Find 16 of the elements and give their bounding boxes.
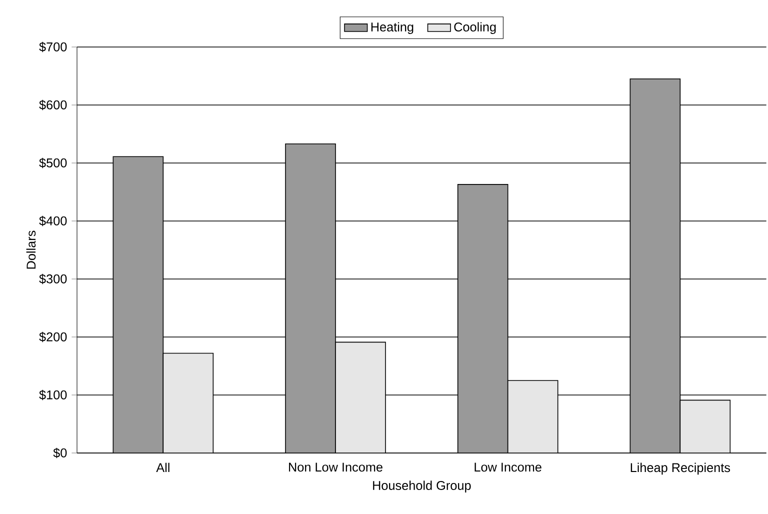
x-tick-label: All [156, 462, 170, 472]
y-tick-label: $0 [53, 448, 67, 458]
y-tick-label: $200 [39, 332, 67, 342]
x-tick-label: Non Low Income [289, 462, 382, 472]
y-tick-label: $500 [39, 158, 67, 168]
y-tick-label: $100 [39, 390, 67, 400]
y-tick-label: $700 [39, 42, 67, 52]
x-tick-label: Low Income [474, 462, 542, 472]
y-tick-label: $600 [39, 100, 67, 110]
y-axis-title: Dollars [26, 230, 36, 269]
x-tick-label: Liheap Recipients [630, 462, 730, 475]
y-tick-label: $400 [39, 216, 67, 226]
legend-label: Heating [371, 22, 414, 34]
y-tick-label: $300 [39, 274, 67, 284]
legend-label: Cooling [454, 22, 496, 34]
x-axis-title: Household Group [373, 480, 471, 492]
